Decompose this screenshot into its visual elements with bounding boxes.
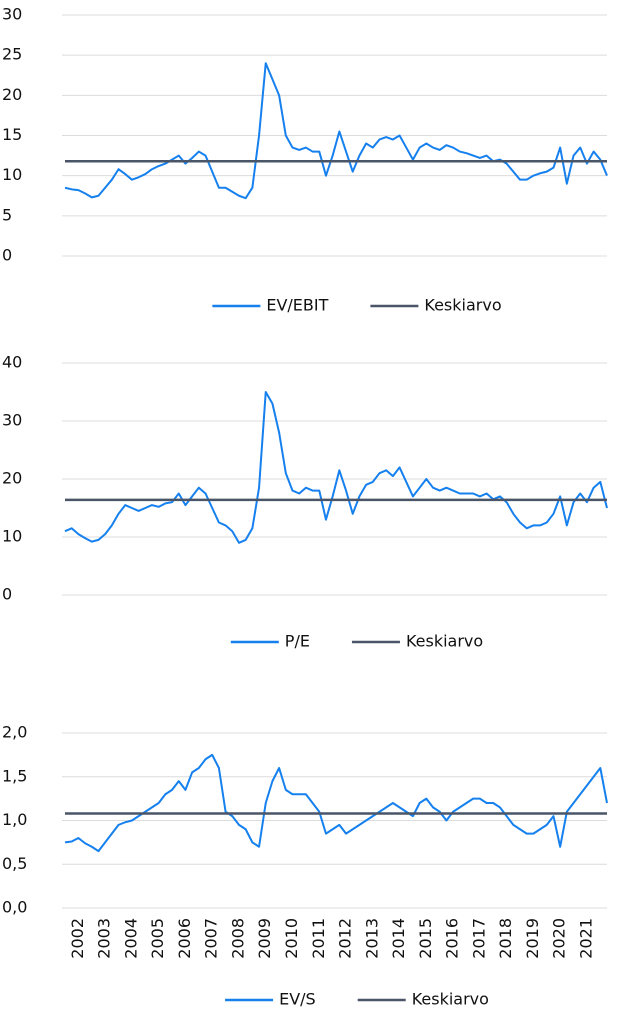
y-tick-label: 40 [2, 353, 22, 372]
y-tick-label: 30 [2, 5, 22, 24]
y-tick-label: 1,5 [2, 766, 27, 785]
data-line [64, 62, 608, 200]
y-tick-label: 5 [2, 205, 12, 224]
legend-label: EV/EBIT [266, 296, 328, 315]
data-line [64, 391, 608, 544]
legend-label: Keskiarvo [406, 632, 483, 651]
y-tick-label: 0 [2, 246, 12, 265]
legend-label: Keskiarvo [424, 296, 501, 315]
y-tick-label: 30 [2, 411, 22, 430]
y-tick-label: 15 [2, 125, 22, 144]
x-tick-label: 2004 [121, 918, 140, 959]
x-tick-label: 2016 [443, 918, 462, 959]
x-tick-label: 2009 [255, 918, 274, 959]
x-tick-label: 2002 [68, 918, 87, 959]
y-tick-label: 20 [2, 469, 22, 488]
x-tick-label: 2007 [202, 918, 221, 959]
data-line [64, 753, 608, 853]
y-tick-label: 1,0 [2, 810, 27, 829]
y-tick-label: 20 [2, 85, 22, 104]
legend-label: P/E [285, 632, 310, 651]
x-tick-label: 2020 [550, 918, 569, 959]
y-tick-label: 0,0 [2, 898, 27, 917]
x-tick-label: 2008 [228, 918, 247, 959]
x-tick-label: 2015 [416, 918, 435, 959]
legend-label: EV/S [279, 990, 316, 1009]
y-tick-label: 25 [2, 45, 22, 64]
x-tick-label: 2018 [496, 918, 515, 959]
x-tick-label: 2006 [175, 918, 194, 959]
legend-label: Keskiarvo [412, 990, 489, 1009]
x-tick-label: 2019 [523, 918, 542, 959]
y-tick-label: 10 [2, 527, 22, 546]
y-tick-label: 0,5 [2, 854, 27, 873]
y-tick-label: 0 [2, 585, 12, 604]
x-tick-label: 2003 [95, 918, 114, 959]
x-tick-label: 2014 [389, 918, 408, 959]
x-tick-label: 2021 [576, 918, 595, 959]
x-tick-label: 2005 [148, 918, 167, 959]
y-tick-label: 2,0 [2, 723, 27, 742]
x-tick-label: 2011 [309, 918, 328, 959]
x-tick-label: 2017 [469, 918, 488, 959]
x-tick-label: 2010 [282, 918, 301, 959]
x-tick-label: 2012 [336, 918, 355, 959]
x-tick-label: 2013 [362, 918, 381, 959]
y-tick-label: 10 [2, 165, 22, 184]
